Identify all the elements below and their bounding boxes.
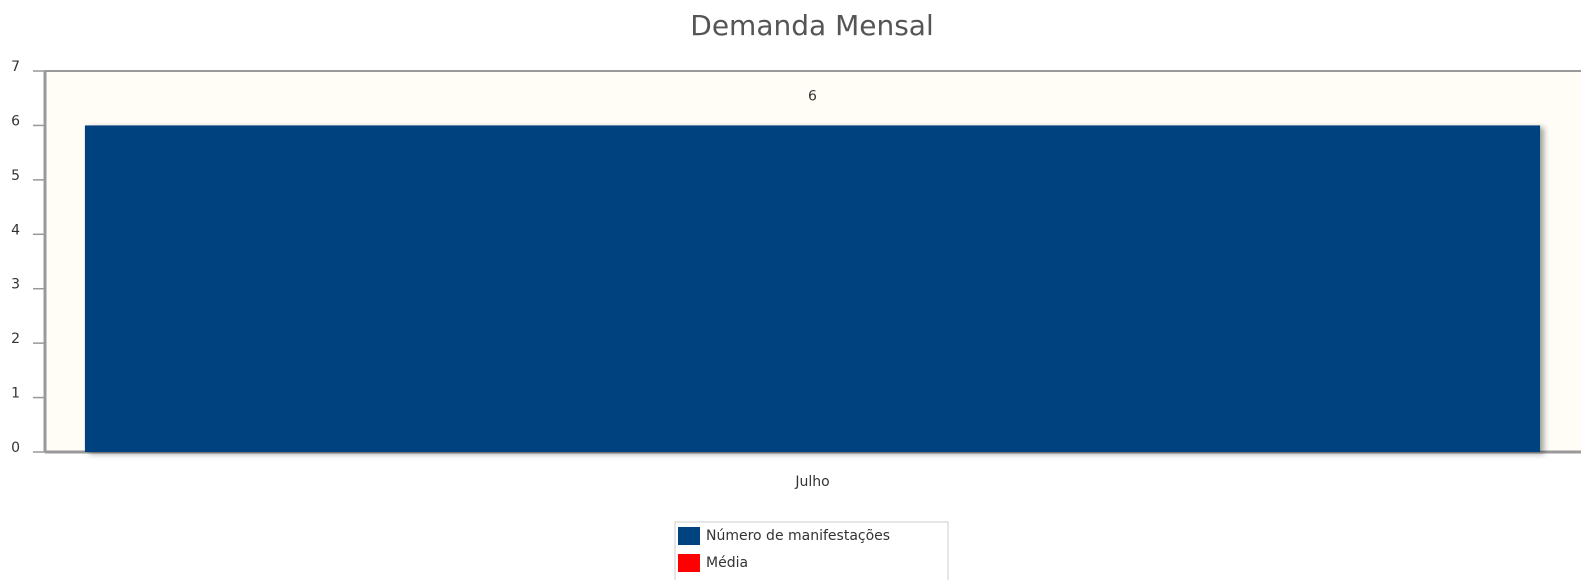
legend-label: Média	[706, 555, 748, 571]
y-tick-label: 6	[11, 113, 20, 129]
y-tick-label: 3	[11, 277, 20, 293]
y-tick-label: 0	[11, 440, 20, 456]
y-tick-label: 4	[11, 222, 20, 238]
legend-label: Número de manifestações	[706, 528, 890, 544]
bar	[84, 125, 1541, 452]
x-tick-label: Julho	[794, 474, 829, 490]
y-tick-label: 1	[11, 386, 20, 402]
data-label: 6	[808, 88, 817, 104]
legend-swatch	[678, 554, 700, 572]
chart-title: Demanda Mensal	[690, 9, 933, 42]
legend-swatch	[678, 527, 700, 545]
legend-box	[674, 521, 949, 580]
y-tick-label: 5	[11, 168, 20, 184]
y-tick-label: 2	[11, 331, 20, 347]
y-tick-label: 7	[11, 59, 20, 75]
